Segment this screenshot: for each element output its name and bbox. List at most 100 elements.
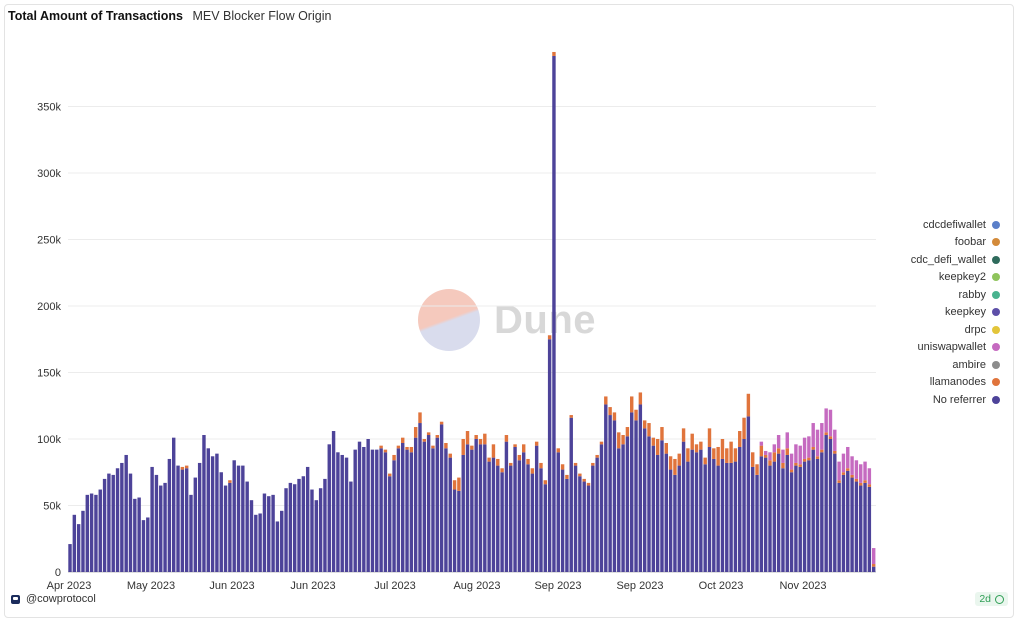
bar-segment-no-referrer[interactable] [491,457,496,572]
bar-segment-no-referrer[interactable] [245,481,249,572]
bar-segment-llamanodes[interactable] [677,453,681,466]
bar-segment-llamanodes[interactable] [539,462,543,469]
bar-segment-no-referrer[interactable] [210,456,215,572]
bar-segment-no-referrer[interactable] [375,449,379,572]
bar-segment-llamanodes[interactable] [444,442,448,449]
bar-segment-no-referrer[interactable] [124,454,128,572]
bar-segment-no-referrer[interactable] [820,452,824,572]
bar-segment-llamanodes[interactable] [837,480,841,483]
bar-segment-no-referrer[interactable] [763,457,768,572]
bar-segment-no-referrer[interactable] [223,485,228,572]
bar-segment-llamanodes[interactable] [638,392,643,405]
bar-segment-no-referrer[interactable] [120,462,124,572]
bar-segment-uniswapwallet[interactable] [798,445,802,465]
bar-segment-llamanodes[interactable] [794,462,798,466]
bar-segment-uniswapwallet[interactable] [833,429,837,451]
bar-segment-no-referrer[interactable] [608,415,612,572]
bar-segment-uniswapwallet[interactable] [854,460,859,479]
bar-segment-llamanodes[interactable] [859,482,863,486]
bar-segment-no-referrer[interactable] [470,449,474,572]
bar-segment-llamanodes[interactable] [526,458,530,465]
bar-segment-llamanodes[interactable] [651,437,656,446]
bar-segment-uniswapwallet[interactable] [802,437,807,459]
bar-segment-llamanodes[interactable] [500,468,504,473]
bar-segment-no-referrer[interactable] [569,417,573,572]
bar-segment-llamanodes[interactable] [435,435,439,438]
bar-segment-llamanodes[interactable] [751,452,755,467]
bar-segment-uniswapwallet[interactable] [776,435,781,449]
bar-segment-no-referrer[interactable] [111,474,115,572]
bar-segment-llamanodes[interactable] [846,468,850,471]
bar-segment-llamanodes[interactable] [513,444,517,447]
bar-segment-no-referrer[interactable] [772,461,777,572]
bar-segment-llamanodes[interactable] [578,473,582,477]
bar-segment-no-referrer[interactable] [755,474,759,572]
bar-segment-no-referrer[interactable] [720,458,725,572]
bar-segment-no-referrer[interactable] [526,464,530,572]
bar-segment-no-referrer[interactable] [159,485,163,572]
bar-segment-no-referrer[interactable] [815,458,820,572]
bar-segment-uniswapwallet[interactable] [837,461,841,481]
bar-segment-llamanodes[interactable] [422,439,427,442]
bar-segment-no-referrer[interactable] [699,449,703,572]
bar-segment-llamanodes[interactable] [733,448,738,462]
bar-segment-llamanodes[interactable] [521,444,526,453]
legend-item[interactable]: keepkey2 [911,269,1000,287]
bar-segment-no-referrer[interactable] [811,449,815,572]
bar-segment-llamanodes[interactable] [184,465,189,469]
bar-segment-no-referrer[interactable] [634,420,638,572]
bar-segment-no-referrer[interactable] [504,441,509,572]
bar-segment-llamanodes[interactable] [798,464,802,467]
bar-segment-no-referrer[interactable] [703,464,707,572]
bar-segment-llamanodes[interactable] [630,396,634,413]
bar-segment-no-referrer[interactable] [215,453,219,572]
bar-segment-llamanodes[interactable] [448,453,452,458]
bar-segment-no-referrer[interactable] [565,478,569,572]
bar-segment-no-referrer[interactable] [193,477,198,572]
bar-segment-no-referrer[interactable] [271,494,275,572]
bar-segment-no-referrer[interactable] [539,468,543,572]
bar-segment-no-referrer[interactable] [746,416,751,572]
bar-segment-no-referrer[interactable] [301,476,306,572]
bar-segment-llamanodes[interactable] [755,464,759,475]
bar-segment-uniswapwallet[interactable] [828,409,833,437]
bar-segment-uniswapwallet[interactable] [772,444,777,453]
bar-segment-llamanodes[interactable] [716,446,720,466]
bar-segment-no-referrer[interactable] [163,482,167,572]
bar-segment-llamanodes[interactable] [591,462,595,466]
bar-segment-no-referrer[interactable] [751,466,755,572]
bar-segment-uniswapwallet[interactable] [863,461,867,481]
bar-segment-llamanodes[interactable] [413,427,418,438]
bar-segment-no-referrer[interactable] [694,452,699,572]
bar-segment-no-referrer[interactable] [267,496,271,572]
bar-segment-llamanodes[interactable] [694,444,699,453]
bar-segment-llamanodes[interactable] [582,478,586,482]
bar-segment-uniswapwallet[interactable] [850,456,854,475]
bar-segment-llamanodes[interactable] [811,446,815,450]
bar-segment-no-referrer[interactable] [85,494,89,572]
bar-segment-no-referrer[interactable] [738,446,742,572]
bar-segment-llamanodes[interactable] [565,474,569,479]
bar-segment-uniswapwallet[interactable] [841,453,846,473]
bar-segment-no-referrer[interactable] [167,458,172,572]
bar-segment-no-referrer[interactable] [655,454,660,572]
bar-segment-llamanodes[interactable] [487,457,491,462]
bar-segment-llamanodes[interactable] [483,433,487,445]
legend-item[interactable]: keepkey [911,304,1000,322]
bar-segment-llamanodes[interactable] [552,51,556,56]
bar-segment-no-referrer[interactable] [206,448,210,572]
bar-segment-llamanodes[interactable] [768,460,772,466]
bar-segment-no-referrer[interactable] [452,489,457,572]
bar-segment-no-referrer[interactable] [431,448,435,572]
bar-segment-no-referrer[interactable] [547,339,552,572]
bar-segment-llamanodes[interactable] [660,427,664,441]
bar-segment-llamanodes[interactable] [418,412,422,424]
bar-segment-no-referrer[interactable] [249,500,254,572]
bar-segment-no-referrer[interactable] [664,453,668,572]
bar-segment-no-referrer[interactable] [81,510,85,572]
bar-segment-llamanodes[interactable] [509,462,513,466]
bar-segment-no-referrer[interactable] [76,524,81,572]
bar-segment-no-referrer[interactable] [621,444,625,572]
bar-segment-no-referrer[interactable] [785,454,789,572]
bar-segment-no-referrer[interactable] [517,460,522,572]
